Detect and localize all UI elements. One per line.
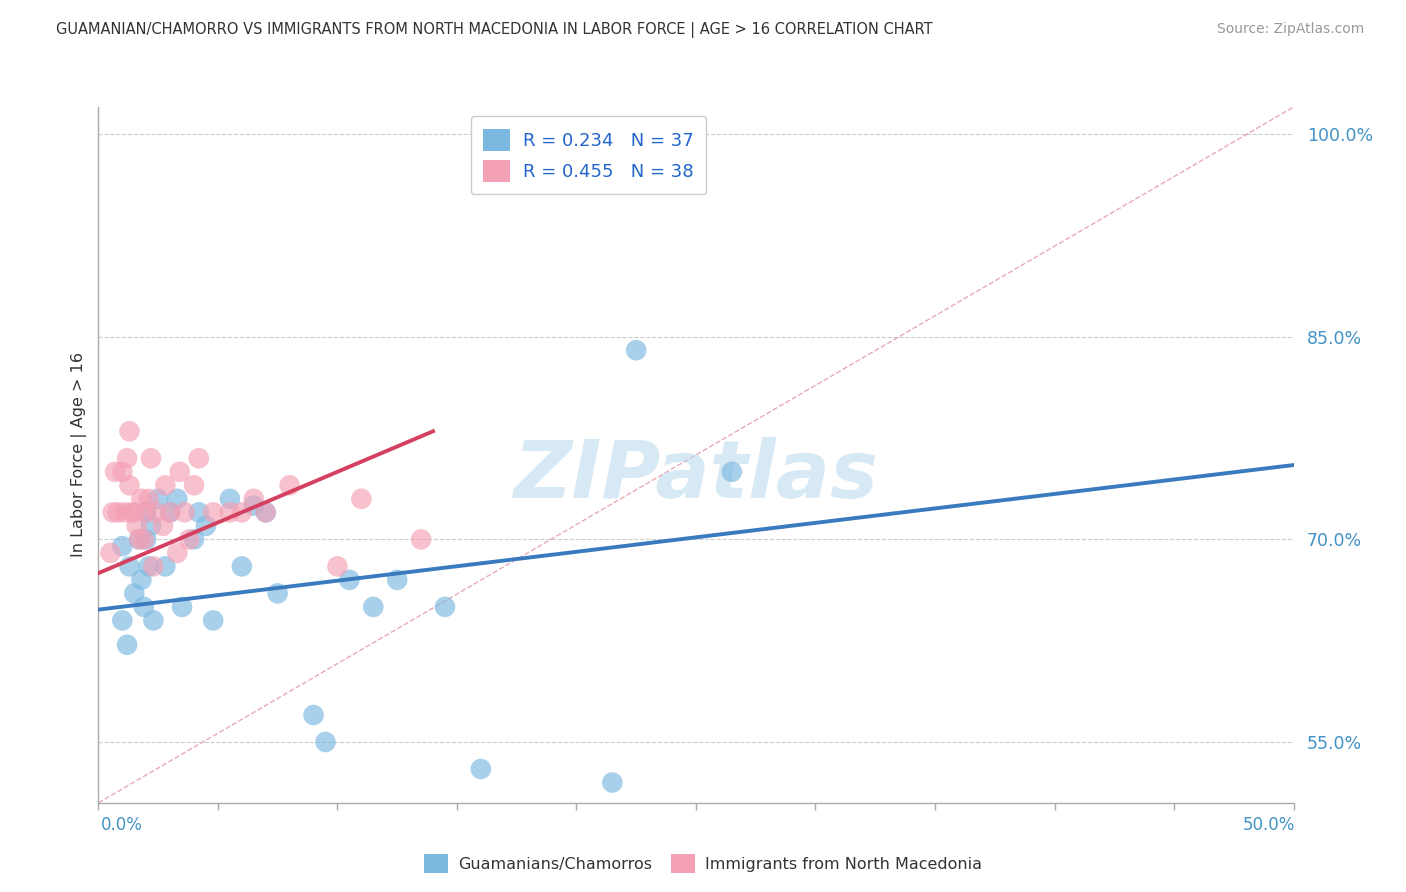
Point xyxy=(135,533,157,547)
Point xyxy=(231,505,253,519)
Legend: R = 0.234   N = 37, R = 0.455   N = 38: R = 0.234 N = 37, R = 0.455 N = 38 xyxy=(471,116,706,194)
Point xyxy=(148,491,170,506)
Point xyxy=(411,533,433,547)
Point xyxy=(350,491,373,506)
Point xyxy=(128,533,150,547)
Point xyxy=(139,519,162,533)
Point xyxy=(173,505,195,519)
Text: ZIPatlas: ZIPatlas xyxy=(513,437,879,515)
Point xyxy=(142,559,165,574)
Point xyxy=(118,424,141,438)
Point xyxy=(243,491,266,506)
Text: GUAMANIAN/CHAMORRO VS IMMIGRANTS FROM NORTH MACEDONIA IN LABOR FORCE | AGE > 16 : GUAMANIAN/CHAMORRO VS IMMIGRANTS FROM NO… xyxy=(56,22,932,38)
Point xyxy=(278,478,301,492)
Point xyxy=(302,708,325,723)
Point xyxy=(101,505,124,519)
Point xyxy=(166,491,188,506)
Point xyxy=(254,505,277,519)
Point xyxy=(243,499,266,513)
Legend: Guamanians/Chamorros, Immigrants from North Macedonia: Guamanians/Chamorros, Immigrants from No… xyxy=(418,847,988,880)
Point xyxy=(135,505,157,519)
Point xyxy=(385,573,409,587)
Point xyxy=(124,505,146,519)
Point xyxy=(202,614,225,628)
Point xyxy=(115,638,138,652)
Text: 50.0%: 50.0% xyxy=(1243,816,1295,834)
Point xyxy=(315,735,337,749)
Point xyxy=(145,505,167,519)
Point xyxy=(624,343,647,358)
Point xyxy=(155,478,177,492)
Point xyxy=(118,559,141,574)
Point xyxy=(187,451,209,466)
Point xyxy=(125,519,148,533)
Point xyxy=(138,491,160,506)
Point xyxy=(107,505,129,519)
Point xyxy=(155,559,177,574)
Point xyxy=(111,614,134,628)
Point xyxy=(132,599,155,614)
Point xyxy=(135,505,157,519)
Point xyxy=(183,478,205,492)
Point xyxy=(231,559,253,574)
Point xyxy=(267,586,290,600)
Point xyxy=(179,533,201,547)
Point xyxy=(111,539,134,553)
Point xyxy=(433,599,456,614)
Point xyxy=(172,599,194,614)
Point xyxy=(115,451,138,466)
Point xyxy=(721,465,744,479)
Point xyxy=(121,505,143,519)
Point xyxy=(187,505,209,519)
Point xyxy=(326,559,349,574)
Point xyxy=(114,505,136,519)
Text: 0.0%: 0.0% xyxy=(101,816,143,834)
Point xyxy=(128,533,150,547)
Point xyxy=(124,586,146,600)
Point xyxy=(337,573,360,587)
Point xyxy=(138,559,160,574)
Point xyxy=(131,491,153,506)
Point xyxy=(111,465,134,479)
Point xyxy=(166,546,188,560)
Point xyxy=(600,775,623,789)
Text: Source: ZipAtlas.com: Source: ZipAtlas.com xyxy=(1216,22,1364,37)
Y-axis label: In Labor Force | Age > 16: In Labor Force | Age > 16 xyxy=(72,352,87,558)
Point xyxy=(363,599,385,614)
Point xyxy=(169,465,191,479)
Point xyxy=(98,546,122,560)
Point xyxy=(202,505,225,519)
Point xyxy=(131,573,153,587)
Point xyxy=(159,505,181,519)
Point xyxy=(254,505,277,519)
Point xyxy=(183,533,205,547)
Point xyxy=(104,465,127,479)
Point xyxy=(152,519,174,533)
Point xyxy=(219,491,242,506)
Point xyxy=(142,614,165,628)
Point xyxy=(118,478,141,492)
Point xyxy=(139,451,162,466)
Point xyxy=(159,505,181,519)
Point xyxy=(470,762,492,776)
Point xyxy=(219,505,242,519)
Point xyxy=(194,519,217,533)
Point xyxy=(132,533,155,547)
